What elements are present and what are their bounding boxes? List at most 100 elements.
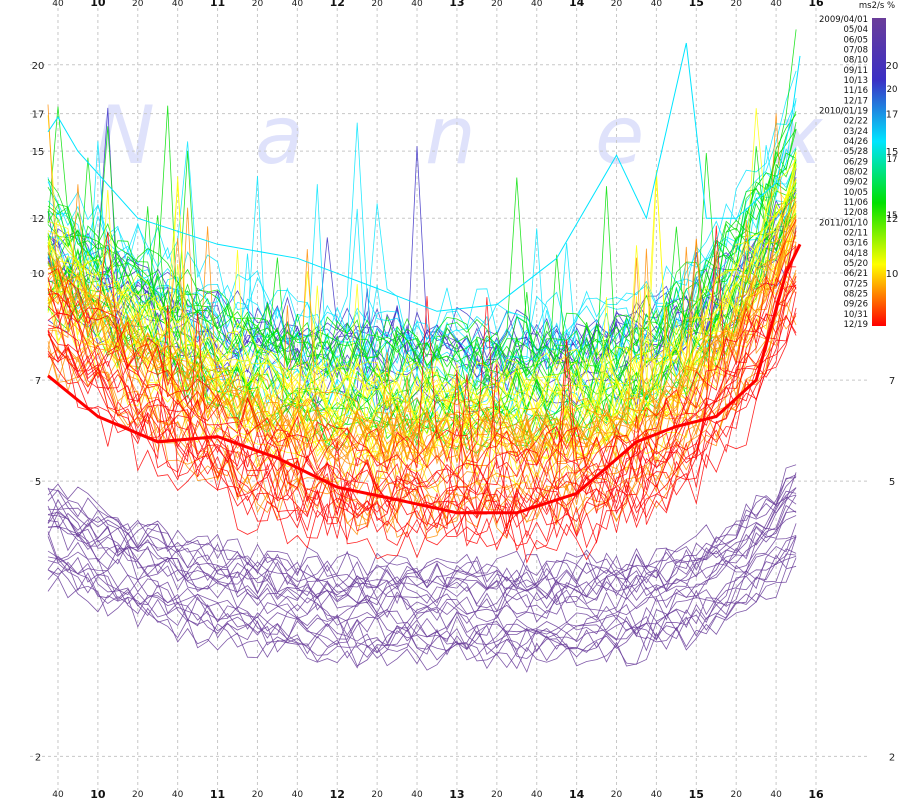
x-hour-label-bottom: 12	[330, 788, 345, 800]
series-line	[47, 241, 797, 498]
x-minute-label-bottom: 20	[132, 790, 144, 800]
x-minute-label-top: 20	[371, 0, 383, 9]
spike-series-line	[47, 42, 801, 312]
series-line	[47, 106, 797, 385]
legend: ms2/s %2009/04/0105/0406/0507/0808/1009/…	[819, 1, 897, 330]
y-tick-label-right: 5	[889, 477, 895, 488]
x-hour-label-bottom: 10	[90, 788, 106, 800]
y-tick-label-left: 2	[35, 752, 41, 763]
legend-date-label: 2009/04/01	[819, 15, 868, 25]
x-minute-label-top: 40	[411, 0, 423, 9]
legend-scale-tick: 17	[887, 155, 898, 165]
legend-date-label: 08/25	[844, 290, 869, 300]
legend-date-label: 12/17	[844, 96, 869, 106]
y-tick-label-left: 17	[32, 110, 45, 121]
x-minute-label-bottom: 40	[292, 790, 304, 800]
legend-date-label: 02/11	[844, 229, 869, 239]
series-line	[47, 219, 797, 459]
series-line	[47, 151, 797, 404]
series-line	[47, 200, 797, 454]
series-line	[47, 309, 797, 531]
x-hour-label-top: 16	[808, 0, 824, 9]
x-minute-label-bottom: 40	[531, 790, 543, 800]
y-tick-label-right: 20	[886, 61, 899, 72]
legend-date-label: 07/08	[844, 46, 869, 56]
x-minute-label-bottom: 40	[651, 790, 663, 800]
series-line	[47, 167, 797, 425]
y-tick-label-left: 10	[32, 269, 45, 280]
x-minute-label-top: 20	[491, 0, 503, 9]
series-line	[47, 188, 797, 423]
x-hour-label-top: 12	[330, 0, 345, 9]
x-minute-label-bottom: 40	[172, 790, 184, 800]
x-hour-label-bottom: 15	[689, 788, 704, 800]
x-minute-label-top: 40	[651, 0, 663, 9]
watermark-letter: n	[425, 89, 476, 182]
legend-date-label: 03/24	[844, 127, 869, 137]
legend-date-label: 12/19	[844, 320, 869, 330]
x-minute-label-bottom: 40	[770, 790, 782, 800]
x-hour-label-top: 13	[449, 0, 464, 9]
legend-date-label: 03/16	[844, 239, 869, 249]
x-minute-label-bottom: 20	[252, 790, 264, 800]
legend-date-label: 2011/01/10	[819, 218, 868, 228]
series-line	[47, 475, 797, 589]
series-line	[47, 272, 797, 528]
y-tick-label-left: 7	[35, 376, 41, 387]
legend-scale-tick: 20	[887, 85, 898, 95]
x-minute-label-top: 20	[730, 0, 742, 9]
y-tick-label-right: 7	[889, 376, 895, 387]
series-line	[47, 307, 797, 564]
series-line	[47, 523, 797, 645]
y-tick-label-left: 12	[32, 214, 45, 225]
legend-date-label: 09/11	[844, 66, 869, 76]
x-minute-label-bottom: 20	[491, 790, 503, 800]
x-minute-label-top: 20	[252, 0, 264, 9]
series-line	[47, 305, 797, 547]
x-hour-label-bottom: 11	[210, 788, 225, 800]
series-line	[47, 535, 797, 653]
series-line	[47, 105, 797, 382]
x-hour-label-bottom: 14	[569, 788, 585, 800]
y-tick-label-right: 10	[886, 269, 899, 280]
axes: 40 40 10 10 20 20 40 40 11 11 20 20 40 40 12 12 20 20 40 40…	[32, 0, 899, 801]
x-minute-label-bottom: 20	[371, 790, 383, 800]
series-line	[47, 496, 797, 606]
series-line	[47, 207, 797, 464]
legend-date-label: 09/26	[844, 300, 869, 310]
watermark-letter: a	[255, 89, 304, 182]
series-line	[47, 464, 797, 583]
legend-date-label: 02/22	[844, 117, 869, 127]
x-hour-label-top: 11	[210, 0, 225, 9]
legend-date-label: 12/08	[844, 208, 869, 218]
legend-date-label: 05/20	[844, 259, 869, 269]
series-line	[47, 246, 797, 503]
series-line	[47, 108, 797, 419]
highlight-series-line	[47, 243, 802, 515]
legend-date-label: 04/18	[844, 249, 869, 259]
legend-color-bar	[872, 18, 886, 326]
x-hour-label-bottom: 16	[808, 788, 824, 800]
legend-date-label: 09/02	[844, 178, 869, 188]
series-line	[47, 115, 797, 417]
series-line	[47, 487, 797, 600]
legend-date-label: 10/31	[844, 310, 869, 320]
series-line	[47, 231, 797, 479]
series-line	[47, 276, 797, 540]
legend-date-label: 10/05	[844, 188, 869, 198]
legend-date-label: 08/02	[844, 168, 869, 178]
x-minute-label-bottom: 20	[730, 790, 742, 800]
series-line	[47, 150, 797, 397]
legend-date-label: 06/21	[844, 269, 869, 279]
legend-unit-label: ms2/s %	[859, 1, 895, 11]
x-minute-label-top: 20	[132, 0, 144, 9]
x-hour-label-top: 14	[569, 0, 585, 9]
legend-date-label: 06/05	[844, 35, 869, 45]
legend-date-label: 11/16	[844, 86, 869, 96]
x-hour-label-bottom: 13	[449, 788, 464, 800]
series-line	[47, 515, 797, 625]
x-minute-label-top: 40	[292, 0, 304, 9]
legend-scale-tick: 15	[887, 211, 898, 221]
